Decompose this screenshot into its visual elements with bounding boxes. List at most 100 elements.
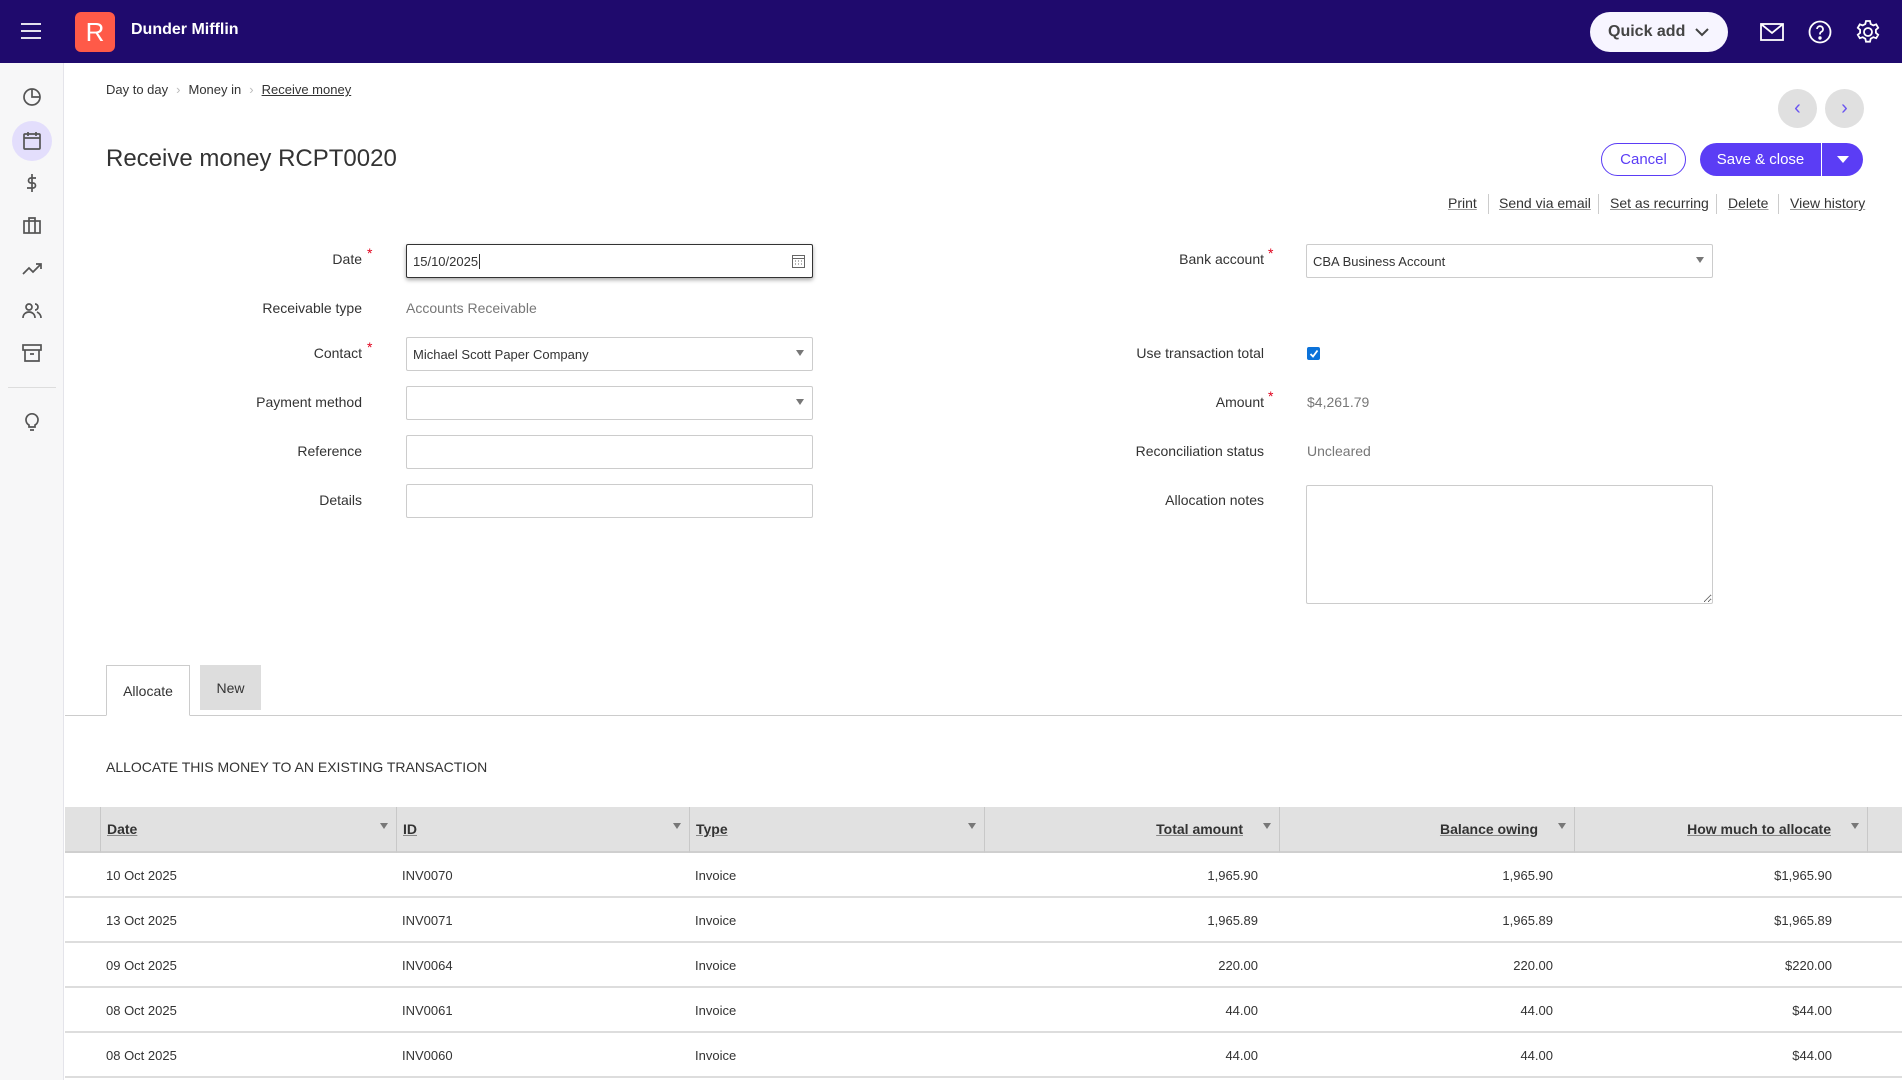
- tab-new[interactable]: New: [200, 665, 261, 710]
- sidebar-item-money[interactable]: [12, 163, 52, 203]
- reference-label: Reference: [297, 443, 362, 459]
- sidebar-item-archive[interactable]: [12, 333, 52, 373]
- menu-icon[interactable]: [18, 18, 44, 47]
- table-row[interactable]: 09 Oct 2025 INV0064 Invoice 220.00 220.00 $22…: [65, 943, 1902, 988]
- next-record-button[interactable]: ›: [1825, 89, 1864, 128]
- sidebar-item-ideas[interactable]: [12, 401, 52, 441]
- trend-icon: [22, 263, 42, 275]
- table-cell: 1,965.90: [1207, 868, 1258, 883]
- table-row[interactable]: 13 Oct 2025 INV0071 Invoice 1,965.89 1,965.8…: [65, 898, 1902, 943]
- contact-select[interactable]: Michael Scott Paper Company: [406, 337, 813, 371]
- column-header[interactable]: Date: [101, 807, 397, 853]
- table-cell: 44.00: [1520, 1048, 1553, 1063]
- table-row[interactable]: 08 Oct 2025 INV0061 Invoice 44.00 44.00 $44.0…: [65, 988, 1902, 1033]
- chevron-right-icon: ›: [1841, 97, 1848, 119]
- use-total-checkbox[interactable]: [1307, 347, 1320, 360]
- bank-account-select[interactable]: CBA Business Account: [1306, 244, 1713, 278]
- column-header-label: Date: [107, 821, 138, 837]
- caret-down-icon: [796, 350, 804, 356]
- filter-icon[interactable]: [1263, 823, 1271, 829]
- column-header-label: Balance owing: [1439, 821, 1538, 837]
- dashboard-icon: [23, 88, 41, 106]
- view-history-link[interactable]: View history: [1790, 195, 1866, 211]
- mail-icon[interactable]: [1759, 19, 1785, 48]
- sidebar-item-day-to-day[interactable]: [12, 121, 52, 161]
- quick-add-button[interactable]: Quick add: [1590, 12, 1728, 52]
- table-cell: 13 Oct 2025: [106, 913, 177, 928]
- sidebar-item-reports[interactable]: [12, 248, 52, 288]
- breadcrumb-money-in[interactable]: Money in: [188, 82, 242, 97]
- check-icon: [1309, 349, 1318, 358]
- receivable-type-value: Accounts Receivable: [406, 300, 537, 316]
- help-icon[interactable]: [1807, 19, 1833, 48]
- logo[interactable]: R: [75, 12, 115, 52]
- table-cell: $44.00: [1792, 1003, 1832, 1018]
- column-header[interactable]: Type: [690, 807, 985, 853]
- column-header[interactable]: ID: [397, 807, 690, 853]
- breadcrumb: Day to day › Money in › Receive money: [106, 82, 351, 97]
- cancel-button[interactable]: Cancel: [1601, 143, 1686, 176]
- details-input[interactable]: [406, 484, 813, 518]
- column-header[interactable]: How much to allocate: [1575, 807, 1868, 853]
- allocation-notes-textarea[interactable]: [1306, 485, 1713, 604]
- filter-icon[interactable]: [968, 823, 976, 829]
- table-cell: 220.00: [1513, 958, 1553, 973]
- sidebar-divider: [8, 387, 56, 388]
- reconciliation-label: Reconciliation status: [1135, 443, 1264, 459]
- required-marker: *: [1268, 388, 1274, 404]
- table-cell: Invoice: [695, 1003, 737, 1018]
- filter-icon[interactable]: [673, 823, 681, 829]
- table-cell: Invoice: [695, 913, 737, 928]
- table-cell: $1,965.90: [1774, 868, 1832, 883]
- amount-label: Amount: [1215, 394, 1264, 410]
- briefcase-icon: [23, 217, 41, 234]
- divider: [1598, 194, 1599, 214]
- column-header-label: How much to allocate: [1687, 821, 1831, 837]
- save-close-button[interactable]: Save & close: [1700, 143, 1822, 176]
- page-title: Receive money RCPT0020: [106, 145, 397, 172]
- caret-down-icon: [1696, 257, 1704, 263]
- filter-icon[interactable]: [380, 823, 388, 829]
- sidebar-item-dashboard[interactable]: [12, 77, 52, 117]
- sidebar-item-contacts[interactable]: [12, 291, 52, 331]
- calendar-icon: [23, 132, 41, 150]
- filter-icon[interactable]: [1851, 823, 1859, 829]
- use-total-label: Use transaction total: [1136, 345, 1264, 361]
- calendar-icon[interactable]: [792, 254, 805, 268]
- breadcrumb-day-to-day[interactable]: Day to day: [106, 82, 169, 97]
- filter-icon[interactable]: [1558, 823, 1566, 829]
- sidebar: [0, 63, 64, 1080]
- breadcrumb-receive-money[interactable]: Receive money: [261, 82, 352, 97]
- allocate-heading: ALLOCATE THIS MONEY TO AN EXISTING TRANS…: [106, 759, 488, 775]
- table-cell: 1,965.89: [1502, 913, 1553, 928]
- table-row[interactable]: 10 Oct 2025 INV0070 Invoice 1,965.90 1,965.9…: [65, 853, 1902, 898]
- table-cell: $220.00: [1785, 958, 1832, 973]
- table-cell: $44.00: [1792, 1048, 1832, 1063]
- reconciliation-value: Uncleared: [1307, 443, 1371, 459]
- tab-allocate[interactable]: Allocate: [106, 665, 190, 716]
- table-row[interactable]: 08 Oct 2025 INV0060 Invoice 44.00 44.00 $44.0…: [65, 1033, 1902, 1078]
- table-cell: 1,965.90: [1502, 868, 1553, 883]
- caret-down-icon: [1836, 156, 1849, 163]
- reference-input[interactable]: [406, 435, 813, 469]
- date-value: 15/10/2025: [413, 253, 479, 269]
- column-header[interactable]: Total amount: [985, 807, 1280, 853]
- table-cell: 08 Oct 2025: [106, 1003, 177, 1018]
- receivable-type-label: Receivable type: [262, 300, 362, 316]
- send-email-link[interactable]: Send via email: [1499, 195, 1591, 211]
- save-options-button[interactable]: [1822, 143, 1863, 176]
- previous-record-button[interactable]: ‹: [1778, 89, 1817, 128]
- delete-link[interactable]: Delete: [1728, 195, 1769, 211]
- column-header-label: Type: [696, 821, 728, 837]
- date-input[interactable]: 15/10/2025: [406, 244, 813, 278]
- gear-icon[interactable]: [1855, 19, 1881, 48]
- table-cell: INV0064: [402, 958, 453, 973]
- column-header[interactable]: Balance owing: [1280, 807, 1575, 853]
- set-recurring-link[interactable]: Set as recurring: [1610, 195, 1709, 211]
- dollar-icon: [27, 174, 37, 192]
- table-cell: INV0071: [402, 913, 453, 928]
- payment-method-select[interactable]: [406, 386, 813, 420]
- table-cell: Invoice: [695, 868, 737, 883]
- print-link[interactable]: Print: [1448, 195, 1477, 211]
- sidebar-item-business[interactable]: [12, 206, 52, 246]
